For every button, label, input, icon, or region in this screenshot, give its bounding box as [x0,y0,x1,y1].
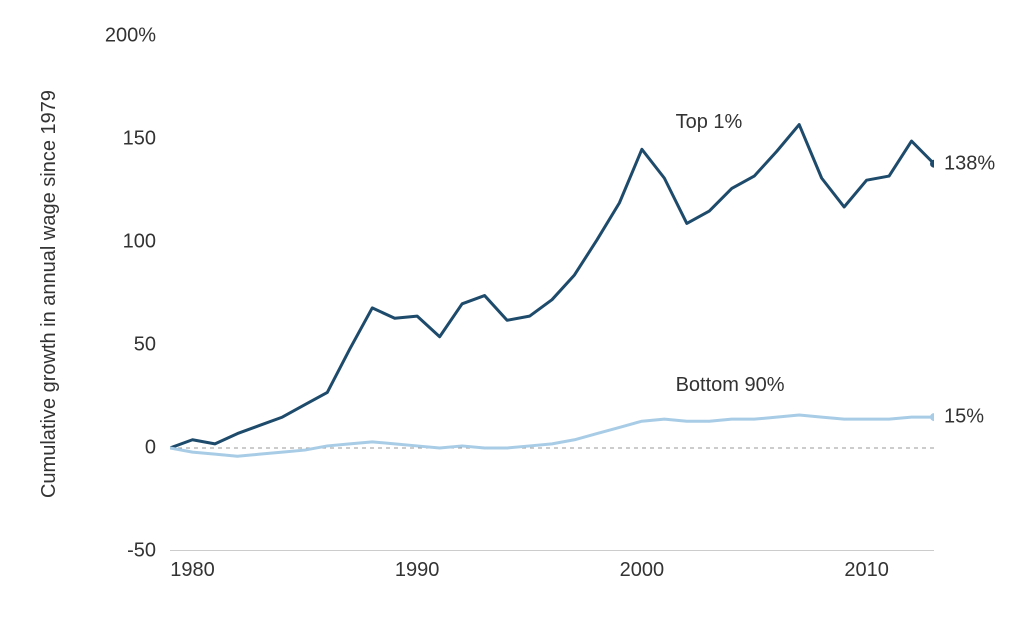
wage-growth-chart: Cumulative growth in annual wage since 1… [0,0,1024,641]
y-tick-label: 50 [134,334,156,357]
series-label-bottom90: Bottom 90% [676,374,785,397]
plot-area: -50050100150200%1980199020002010Top 1%13… [170,36,934,551]
y-tick-label: 150 [123,128,156,151]
x-tick-label: 1990 [395,559,440,582]
y-tick-label: 0 [145,437,156,460]
y-tick-label: 100 [123,231,156,254]
chart-svg [170,36,934,551]
series-line-top1 [170,125,934,448]
y-tick-label: 200% [105,25,156,48]
series-label-top1: Top 1% [676,111,743,134]
series-end-label-bottom90: 15% [944,406,984,429]
series-end-marker-bottom90 [930,413,934,421]
series-end-label-top1: 138% [944,152,995,175]
y-axis-title: Cumulative growth in annual wage since 1… [38,89,61,497]
series-line-bottom90 [170,415,934,456]
x-tick-label: 1980 [170,559,215,582]
y-tick-label: -50 [127,540,156,563]
x-tick-label: 2000 [620,559,665,582]
x-tick-label: 2010 [844,559,889,582]
